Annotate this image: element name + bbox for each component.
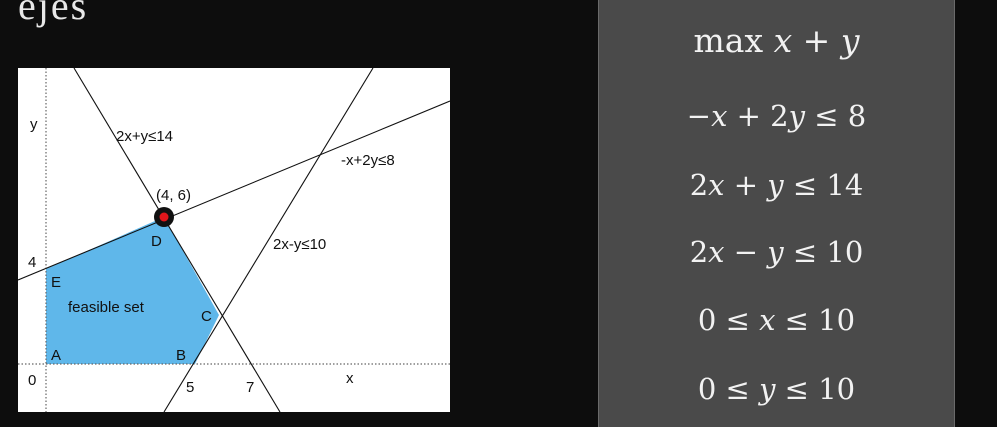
vertex-label-d: D — [151, 233, 162, 250]
constraint-3: 2𝑥 − 𝑦 ≤ 10 — [689, 235, 864, 269]
optimum-point-core — [159, 212, 169, 222]
lp-formulation-panel: max 𝑥 + 𝑦 −𝑥 + 2𝑦 ≤ 8 2𝑥 + 𝑦 ≤ 14 2𝑥 − 𝑦… — [598, 0, 955, 427]
constraint-line-2x-minus-y — [163, 68, 374, 412]
x-tick-5: 5 — [186, 379, 194, 396]
vertex-label-b: B — [176, 347, 186, 364]
constraint-label-neg-x-plus-2y: -x+2y≤8 — [341, 152, 395, 169]
constraint-label-2x-minus-y: 2x-y≤10 — [273, 236, 326, 253]
x-tick-7: 7 — [246, 379, 254, 396]
origin-tick: 0 — [28, 372, 36, 389]
constraint-1: −𝑥 + 2𝑦 ≤ 8 — [686, 99, 867, 133]
constraint-2: 2𝑥 + 𝑦 ≤ 14 — [689, 168, 864, 202]
bound-y: 0 ≤ 𝑦 ≤ 10 — [697, 372, 856, 406]
feasible-set-label: feasible set — [68, 299, 145, 316]
constraint-label-2x-plus-y: 2x+y≤14 — [116, 128, 173, 145]
objective-function: max 𝑥 + 𝑦 — [693, 21, 860, 60]
y-axis-label: y — [30, 116, 38, 133]
constraint-line-neg-x-plus-2y — [18, 100, 450, 281]
feasible-region — [46, 217, 219, 364]
bound-x: 0 ≤ 𝑥 ≤ 10 — [697, 303, 856, 337]
vertex-label-c: C — [201, 308, 212, 325]
slide-title-fragment: ejes — [18, 0, 89, 28]
feasible-region-plot: y x 4 0 5 7 2x+y≤14 -x+2y≤8 2x-y≤10 (4, … — [18, 68, 450, 412]
vertex-label-e: E — [51, 274, 61, 291]
vertex-label-a: A — [51, 347, 61, 364]
x-axis-label: x — [346, 370, 354, 387]
optimum-label: (4, 6) — [156, 187, 191, 204]
y-tick-4: 4 — [28, 254, 36, 271]
constraint-line-2x-plus-y — [73, 68, 281, 412]
